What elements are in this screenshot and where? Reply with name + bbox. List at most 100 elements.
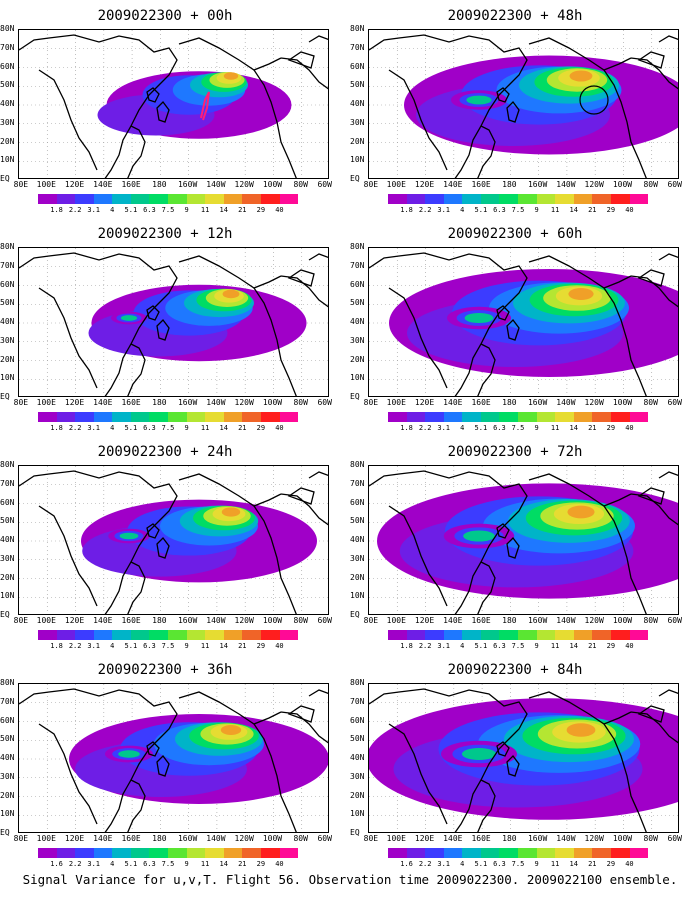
- variance-contour-fill: [569, 70, 593, 82]
- colorbar-swatch: [168, 848, 187, 858]
- lat-tick-label: 80N: [350, 679, 365, 687]
- lon-tick-labels: 80E 100E 120E 140E 160E 180 160W 140W 120W 100W 80…: [0, 617, 340, 627]
- colorbar-label: 21: [588, 424, 597, 432]
- coastline: [658, 471, 678, 479]
- coastline: [308, 689, 328, 697]
- colorbar-label: 9: [184, 642, 189, 650]
- colorbar-label: 2.2: [418, 424, 432, 432]
- variance-contour-fill: [566, 723, 596, 737]
- lon-tick-label: 100E: [36, 180, 56, 189]
- colorbar-label: 2.2: [418, 860, 432, 868]
- coastline: [38, 723, 98, 825]
- colorbar-swatch: [75, 412, 94, 422]
- coastline: [156, 319, 170, 341]
- coastline: [477, 561, 496, 614]
- coastline: [127, 561, 146, 614]
- lat-tick-label: 50N: [0, 735, 15, 744]
- colorbar-label: 1.6: [400, 860, 413, 868]
- variance-map: [368, 29, 679, 179]
- lon-tick-label: 120W: [234, 398, 254, 407]
- lon-tick-label: 80W: [293, 616, 308, 625]
- lat-tick-label: 20N: [350, 573, 365, 582]
- colorbar: 1.6 2.2 3.1 4 5.1 6.3 7.5 9 11 14 21 29 40: [388, 848, 649, 870]
- colorbar-swatch: [406, 630, 426, 640]
- lon-tick-label: 120E: [414, 398, 435, 407]
- coastline: [178, 37, 282, 71]
- lon-tick-label: 120E: [414, 834, 435, 843]
- colorbar-swatch: [75, 194, 94, 204]
- colorbar-swatch: [168, 412, 187, 422]
- colorbar-swatch: [130, 412, 150, 422]
- lat-tick-label: 10N: [350, 374, 365, 383]
- lat-tick-label: 40N: [350, 100, 365, 108]
- lat-tick-label: 60N: [0, 62, 15, 71]
- coastline: [287, 51, 315, 69]
- colorbar-label: 9: [184, 206, 189, 214]
- colorbar-label: 11: [550, 860, 560, 868]
- lat-tick-label: 80N: [0, 243, 15, 251]
- variance-contour-fill: [221, 507, 241, 517]
- coastline: [506, 101, 520, 123]
- colorbar-swatch: [242, 194, 261, 204]
- lon-tick-label: 160W: [527, 616, 548, 625]
- lon-tick-labels: 80E 100E 120E 140E 160E 180 160W 140W 120W 100W 80…: [350, 835, 690, 845]
- colorbar-label: 29: [606, 860, 616, 868]
- lon-tick-label: 120E: [64, 616, 85, 625]
- lon-tick-label: 160W: [527, 180, 548, 189]
- coastline: [308, 471, 328, 479]
- lon-tick-label: 100E: [386, 616, 406, 625]
- colorbar-label: 3.1: [87, 424, 101, 432]
- map-panel-48h: 2009022300 + 48h 80N 70N 60N 50N 40N 30N 20N 10N…: [350, 5, 682, 215]
- lat-tick-label: 30N: [0, 336, 15, 345]
- panel-title: 2009022300 + 12h: [97, 226, 233, 242]
- lat-tick-label: 70N: [0, 261, 15, 270]
- colorbar-label: 6.3: [493, 860, 506, 868]
- lon-tick-label: 120W: [584, 180, 604, 189]
- lon-tick-label: 140E: [93, 616, 113, 625]
- colorbar-swatch: [443, 848, 463, 858]
- coastline: [146, 305, 160, 321]
- coastline: [146, 523, 160, 539]
- colorbar-swatch: [279, 194, 299, 204]
- lat-tick-label: 60N: [350, 280, 365, 289]
- colorbar-swatch: [388, 194, 407, 204]
- map-panel-84h: 2009022300 + 84h 80N 70N 60N 50N 40N 30N 20N 10N…: [350, 659, 682, 870]
- colorbar-label: 21: [238, 206, 247, 214]
- colorbar-swatch: [186, 848, 206, 858]
- lon-tick-label: 60W: [667, 616, 682, 625]
- variance-contour-fill: [461, 748, 497, 760]
- lon-tick-label: 80E: [363, 616, 379, 625]
- colorbar-label: 14: [219, 206, 228, 214]
- colorbar-label: 3.1: [437, 424, 451, 432]
- colorbar-swatch: [610, 412, 630, 422]
- colorbar-label: 11: [550, 206, 560, 214]
- coastline: [156, 537, 170, 559]
- lon-tick-label: 100E: [386, 180, 406, 189]
- lat-tick-label: 60N: [350, 716, 365, 725]
- lat-tick-label: EQ: [350, 175, 360, 183]
- colorbar-swatch: [536, 194, 556, 204]
- lon-tick-label: 80E: [363, 834, 379, 843]
- colorbar-label: 29: [256, 424, 266, 432]
- coastline: [603, 287, 647, 396]
- colorbar-label: 40: [625, 206, 634, 214]
- lat-tick-label: 80N: [350, 243, 365, 251]
- colorbar-label: 29: [256, 642, 266, 650]
- colorbar-label: 1.6: [50, 860, 63, 868]
- colorbar-label: 5.1: [474, 642, 488, 650]
- coastline: [253, 723, 297, 832]
- coastline: [280, 711, 328, 744]
- lat-tick-label: 50N: [0, 517, 15, 526]
- lon-tick-label: 140E: [443, 398, 463, 407]
- lon-tick-label: 120W: [584, 398, 604, 407]
- colorbar-swatch: [555, 848, 574, 858]
- colorbar-label: 21: [238, 642, 247, 650]
- coastline: [146, 741, 160, 757]
- colorbar-swatch: [462, 194, 481, 204]
- panel-title: 2009022300 + 36h: [97, 662, 233, 678]
- lon-tick-label: 160W: [177, 616, 198, 625]
- variance-contour-fill: [220, 725, 242, 735]
- colorbar-swatch: [38, 194, 57, 204]
- lon-tick-label: 100E: [36, 616, 56, 625]
- flight-track: [200, 91, 210, 121]
